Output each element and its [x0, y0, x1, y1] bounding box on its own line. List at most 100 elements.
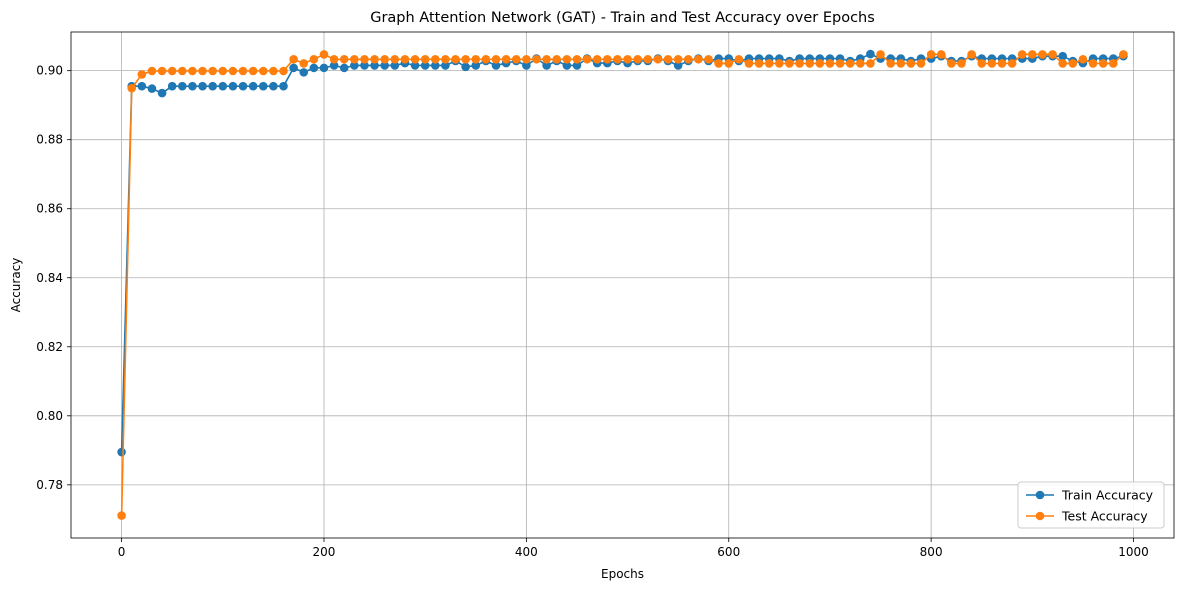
data-point [845, 59, 855, 68]
data-point [663, 54, 673, 64]
data-point [592, 54, 602, 64]
data-point [1038, 50, 1047, 59]
data-point [916, 59, 926, 68]
y-tick-label: 0.82 [36, 340, 63, 354]
data-point [552, 54, 562, 64]
y-tick-label: 0.88 [36, 133, 63, 147]
data-point [1058, 59, 1067, 68]
data-point [329, 61, 339, 70]
data-point [987, 59, 997, 68]
data-point [936, 50, 946, 59]
y-tick-label: 0.78 [36, 478, 63, 492]
data-point [248, 81, 258, 91]
data-point [178, 66, 187, 76]
legend-item: Test Accuracy [1026, 509, 1148, 524]
data-point [390, 61, 400, 70]
data-point [542, 61, 551, 70]
data-point [420, 54, 430, 64]
data-point [329, 54, 339, 64]
data-point [238, 66, 248, 76]
data-point [835, 59, 845, 68]
data-point [1007, 59, 1017, 68]
data-point [653, 54, 663, 64]
legend-marker [1035, 490, 1045, 500]
series-test-accuracy [117, 50, 1128, 520]
data-point [896, 59, 906, 68]
data-point [218, 66, 228, 76]
data-point [451, 54, 460, 64]
data-point [360, 61, 369, 70]
data-point [208, 81, 217, 91]
data-point [673, 61, 683, 70]
data-point [238, 81, 248, 91]
data-point [683, 54, 693, 64]
data-point [856, 59, 865, 68]
data-point [491, 61, 501, 70]
data-point [309, 63, 319, 73]
data-point [370, 54, 379, 64]
data-point [582, 54, 592, 64]
data-point [289, 54, 298, 64]
data-point [390, 54, 400, 64]
data-point [127, 83, 137, 93]
data-point [350, 61, 359, 70]
data-point [360, 54, 369, 64]
data-point [208, 66, 217, 76]
data-point [886, 59, 895, 68]
data-point [532, 54, 541, 64]
data-point [279, 66, 288, 76]
data-point [764, 59, 774, 68]
data-point [410, 61, 420, 70]
data-point [926, 50, 936, 59]
x-tick-label: 1000 [1118, 545, 1149, 559]
data-point [562, 61, 572, 70]
data-point [623, 54, 632, 64]
data-point [147, 84, 157, 93]
data-point [754, 59, 764, 68]
data-point [319, 63, 329, 73]
data-point [299, 68, 309, 77]
data-point [1068, 59, 1078, 68]
data-point [117, 447, 126, 457]
data-point [137, 70, 147, 79]
y-tick-label: 0.90 [36, 64, 63, 78]
data-point [289, 63, 298, 73]
data-point [198, 81, 207, 91]
data-point [1058, 51, 1067, 61]
data-point [228, 81, 238, 91]
data-point [522, 54, 531, 64]
data-point [1048, 50, 1057, 59]
data-point [694, 54, 703, 64]
data-point [562, 54, 572, 64]
x-tick-label: 400 [515, 545, 538, 559]
data-point [258, 66, 268, 76]
data-point [613, 54, 622, 64]
data-point [977, 59, 987, 68]
data-point [461, 54, 470, 64]
data-point [441, 54, 450, 64]
series-line [120, 53, 1124, 516]
data-point [724, 59, 734, 68]
data-point [785, 59, 794, 68]
series-layer [117, 49, 1128, 520]
data-point [522, 61, 531, 70]
data-point [1119, 50, 1128, 59]
data-point [744, 59, 754, 68]
data-point [218, 81, 228, 91]
data-point [137, 81, 147, 91]
data-point [572, 54, 582, 64]
data-point [167, 66, 177, 76]
data-point [866, 59, 875, 68]
data-point [643, 54, 653, 64]
data-point [380, 61, 389, 70]
data-point [400, 54, 410, 64]
data-point [481, 54, 491, 64]
data-point [167, 81, 177, 91]
axis-ticks: 0 200 400 600 800 1000 0.78 0.80 0.82 0.84 0.86 0.8… [36, 64, 1149, 559]
x-tick-label: 600 [717, 545, 740, 559]
data-point [339, 54, 349, 64]
data-point [339, 63, 349, 73]
data-point [471, 54, 481, 64]
